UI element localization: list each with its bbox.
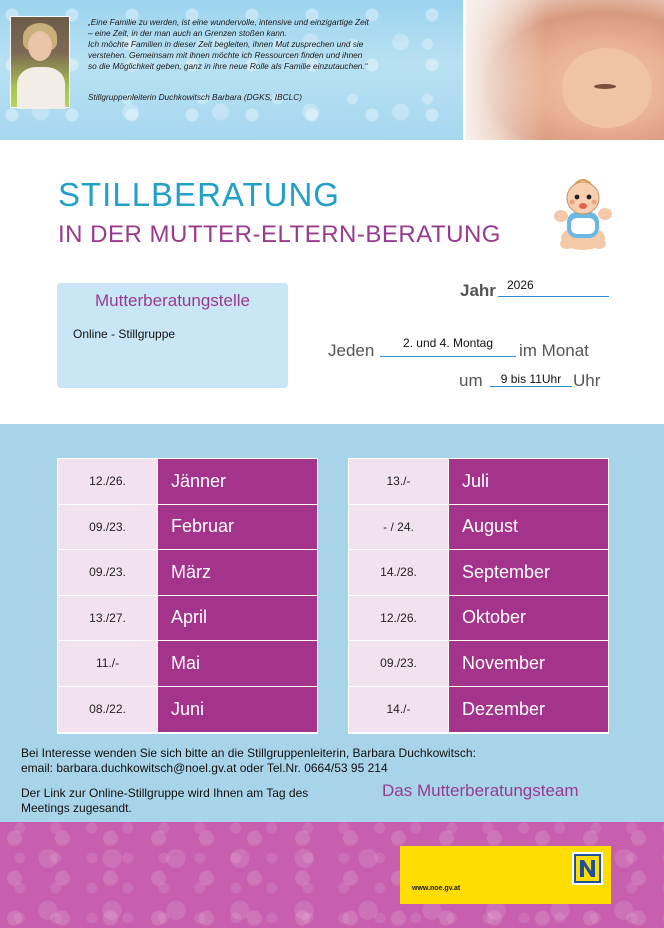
table-row: 09./23. Februar [58,504,317,550]
station-box: Mutterberatungstelle Online - Stillgrupp… [57,283,288,388]
table-row: 13./27. April [58,595,317,641]
dates-cell: 11./- [58,641,158,686]
table-row: - / 24. August [349,504,608,550]
dates-cell: 09./23. [349,641,449,686]
dates-cell: 13./27. [58,595,158,640]
every-label: Jeden [328,341,375,360]
baby-icon [554,179,612,250]
dates-cell: 13./- [349,459,449,504]
link-info: Der Link zur Online-Stillgruppe wird Ihn… [21,786,361,815]
dates-cell: 08./22. [58,686,158,732]
quote-line: – eine Zeit, in der man auch an Grenzen … [88,27,287,38]
leader-portrait [10,16,70,109]
dates-cell: - / 24. [349,504,449,549]
month-cell: Oktober [449,595,608,640]
quote-author: Stillgruppenleiterin Duchkowitsch Barbar… [88,92,302,102]
at-label: um [459,371,483,390]
contact-info: Bei Interesse wenden Sie sich bitte an d… [21,746,541,775]
table-row: 13./- Juli [349,459,608,505]
month-cell: Juni [158,686,317,732]
table-row: 11./- Mai [58,641,317,687]
dates-cell: 12./26. [349,595,449,640]
month-cell: August [449,504,608,549]
dates-cell: 14./- [349,686,449,732]
dates-cell: 09./23. [58,504,158,549]
weekday-underline [380,356,516,357]
table-row: 09./23. März [58,550,317,596]
month-cell: März [158,550,317,595]
year-underline [498,296,609,297]
month-table-right: 13./- Juli - / 24. August 14./28. Septem… [348,458,609,734]
month-cell: Dezember [449,686,608,732]
weekday-value: 2. und 4. Montag [402,336,494,350]
portrait-body [17,67,65,109]
month-cell: November [449,641,608,686]
portrait-face [28,31,52,61]
table-row: 12./26. Jänner [58,459,317,505]
year-value: 2026 [507,278,534,292]
month-cell: Mai [158,641,317,686]
team-signature: Das Mutterberatungsteam [382,781,579,800]
quote-line: Ich möchte Familien in dieser Zeit begle… [88,38,364,49]
table-row: 14./28. September [349,550,608,596]
quote-banner: „Eine Familie zu werden, ist eine wunder… [0,0,463,140]
time-value: 9 bis 11Uhr [500,372,562,386]
table-row: 09./23. November [349,641,608,687]
month-label: im Monat [519,341,589,360]
noe-brand-box: www.noe.gv.at [400,846,611,904]
breastfeeding-photo [466,0,664,140]
table-row: 14./- Dezember [349,686,608,732]
table-row: 12./26. Oktober [349,595,608,641]
page-title: STILLBERATUNG [58,176,340,213]
quote-line: verstehen. Gemeinsam mit ihnen möchte ic… [88,49,363,60]
month-cell: Februar [158,504,317,549]
contact-email-line[interactable]: email: barbara.duchkowitsch@noel.gv.at o… [21,760,388,775]
noe-logo-icon [572,852,603,885]
page-subtitle: IN DER MUTTER-ELTERN-BERATUNG [58,221,501,248]
quote-text: „Eine Familie zu werden, ist eine wunder… [88,17,456,72]
table-row: 08./22. Juni [58,686,317,732]
time-underline [490,386,572,387]
station-heading: Mutterberatungstelle [95,291,250,310]
noe-logo-mark [576,856,599,881]
noe-url[interactable]: www.noe.gv.at [412,885,461,892]
footer: www.noe.gv.at [0,822,664,928]
photo-baby-eye [594,84,616,89]
contact-line: Bei Interesse wenden Sie sich bitte an d… [21,746,476,760]
month-table-left: 12./26. Jänner 09./23. Februar 09./23. M… [57,458,318,734]
month-cell: Jänner [158,459,317,504]
year-label: Jahr [460,281,496,300]
quote-line: so die Möglichkeit geben, ganz in ihre n… [88,60,368,71]
month-cell: April [158,595,317,640]
station-value: Online - Stillgruppe [73,327,176,341]
link-line: Meetings zugesandt. [21,800,132,815]
dates-cell: 14./28. [349,550,449,595]
dates-cell: 09./23. [58,550,158,595]
link-line: Der Link zur Online-Stillgruppe wird Ihn… [21,786,309,800]
month-cell: Juli [449,459,608,504]
hour-label: Uhr [573,371,601,390]
quote-line: „Eine Familie zu werden, ist eine wunder… [88,17,369,27]
month-cell: September [449,550,608,595]
dates-cell: 12./26. [58,459,158,504]
photo-highlight [466,0,546,140]
